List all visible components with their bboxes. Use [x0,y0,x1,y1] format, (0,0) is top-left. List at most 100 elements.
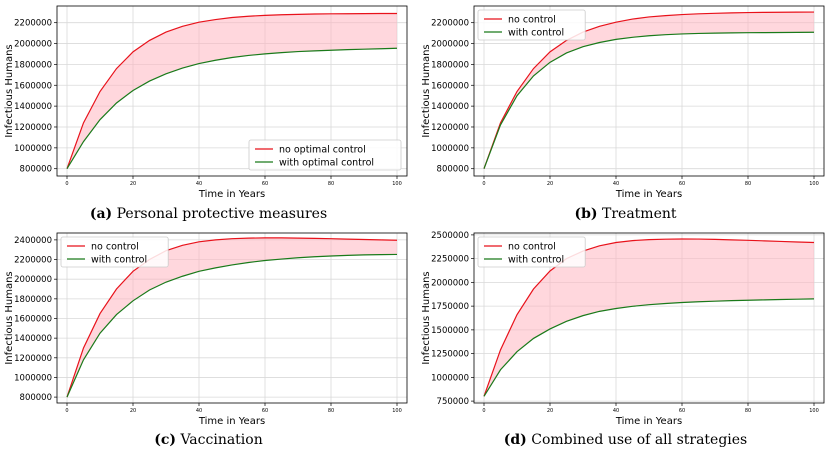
caption-text: Combined use of all strategies [531,432,748,448]
y-tick-label: 1250000 [431,350,469,360]
x-tick-label: 60 [679,181,685,187]
series-line-upper [66,12,397,169]
fill-between-area [67,13,397,169]
caption-label: (d) [503,432,527,448]
chart-svg: 0 20 40 60 80 100 800000 1000000 1200000 1400000 1… [4,232,408,427]
x-tick-label: 80 [328,408,334,414]
y-tick-label: 2200000 [431,19,469,29]
chart-svg: 0 20 40 60 80 100 800000 1000000 1200000 1400000 1… [421,5,825,200]
y-tick-label: 1800000 [14,295,52,305]
x-tick-label: 100 [392,181,402,187]
y-tick-label: 2000000 [431,278,469,288]
series-line-upper [66,237,398,398]
series-line-upper [483,238,815,397]
caption-text: Treatment [602,206,677,222]
x-tick-label: 100 [809,408,819,414]
legend: no control with control [477,9,586,41]
legend-label: with control [508,255,564,266]
y-tick-label: 2500000 [431,231,469,241]
series-line-lower [483,31,815,169]
y-axis-label: Infectious Humans [4,44,15,137]
y-tick-label: 800000 [20,165,52,175]
caption-text: Vaccination [180,432,263,448]
y-axis-label: Infectious Humans [421,44,432,137]
x-tick-label: 60 [679,408,685,414]
caption-label: (a) [89,206,113,222]
y-tick-label: 1000000 [14,373,52,383]
y-tick-label: 2400000 [14,236,52,246]
x-tick-label: 80 [745,181,751,187]
y-tick-label: 1400000 [14,102,52,112]
legend-box [477,236,586,268]
caption-label: (b) [574,206,598,222]
fill-between-area [484,12,814,169]
y-tick-label: 2200000 [14,19,52,29]
caption-b: (b) Treatment [417,206,834,222]
legend: no optimal control with optimal control [248,139,402,171]
x-tick-label: 20 [130,181,136,187]
legend-label: with control [508,28,564,39]
x-axis-label: Time in Years [615,416,682,427]
series-line-upper [483,11,815,169]
legend-label: with optimal control [279,158,374,169]
x-tick-label: 0 [65,181,68,187]
y-tick-label: 2250000 [431,255,469,265]
x-tick-label: 80 [328,181,334,187]
plot-frame [56,5,408,177]
fill-between-area [484,238,814,397]
y-tick-label: 750000 [437,397,469,407]
y-tick-label: 800000 [20,393,52,403]
y-tick-label: 800000 [437,165,469,175]
x-tick-label: 100 [809,181,819,187]
x-tick-label: 20 [130,408,136,414]
chart-panel-a: 0 20 40 60 80 100 800000 1000000 1200000 1400000 1… [0,0,417,200]
chart-svg: 0 20 40 60 80 100 800000 1000000 1200000 1400000 1… [4,5,408,200]
chart-panel-b: 0 20 40 60 80 100 800000 1000000 1200000 1400000 1… [417,0,834,200]
caption-c: (c) Vaccination [0,432,417,448]
y-tick-label: 1000000 [14,144,52,154]
x-tick-label: 60 [262,408,268,414]
caption-a: (a) Personal protective measures [0,206,417,222]
legend-label: no control [508,242,556,253]
x-tick-label: 20 [547,408,553,414]
y-tick-label: 1600000 [14,81,52,91]
legend-label: no control [91,242,139,253]
chart-panel-c: 0 20 40 60 80 100 800000 1000000 1200000 1400000 1… [0,227,417,427]
legend-label: with control [91,255,147,266]
y-tick-label: 2000000 [431,40,469,50]
caption-d: (d) Combined use of all strategies [417,432,834,448]
y-tick-label: 1800000 [431,60,469,70]
y-tick-label: 1600000 [14,314,52,324]
legend: no control with control [60,236,169,268]
legend-box [60,236,169,268]
caption-label: (c) [154,432,177,448]
y-tick-label: 1000000 [431,144,469,154]
x-tick-label: 20 [547,181,553,187]
x-tick-label: 0 [482,181,485,187]
y-tick-label: 1400000 [431,102,469,112]
y-axis-label: Infectious Humans [421,271,432,364]
x-tick-label: 40 [196,181,202,187]
caption-text: Personal protective measures [116,206,328,222]
x-tick-label: 60 [262,181,268,187]
y-tick-label: 1500000 [431,326,469,336]
series-line-lower [66,47,398,170]
x-axis-label: Time in Years [615,189,682,200]
fill-between-area [67,237,397,398]
x-tick-label: 40 [196,408,202,414]
x-tick-label: 80 [745,408,751,414]
legend-box [477,9,586,41]
y-tick-label: 2000000 [14,40,52,50]
x-axis-label: Time in Years [198,416,265,427]
series-line-lower [483,298,815,397]
y-tick-label: 1200000 [14,354,52,364]
y-tick-label: 1400000 [14,334,52,344]
y-tick-label: 2200000 [14,256,52,266]
legend-label: no optimal control [279,145,366,156]
x-tick-label: 0 [482,408,485,414]
x-tick-label: 100 [392,408,402,414]
legend-label: no control [508,15,556,26]
series-line-lower [66,253,398,398]
y-tick-label: 1600000 [431,81,469,91]
x-tick-label: 40 [613,408,619,414]
